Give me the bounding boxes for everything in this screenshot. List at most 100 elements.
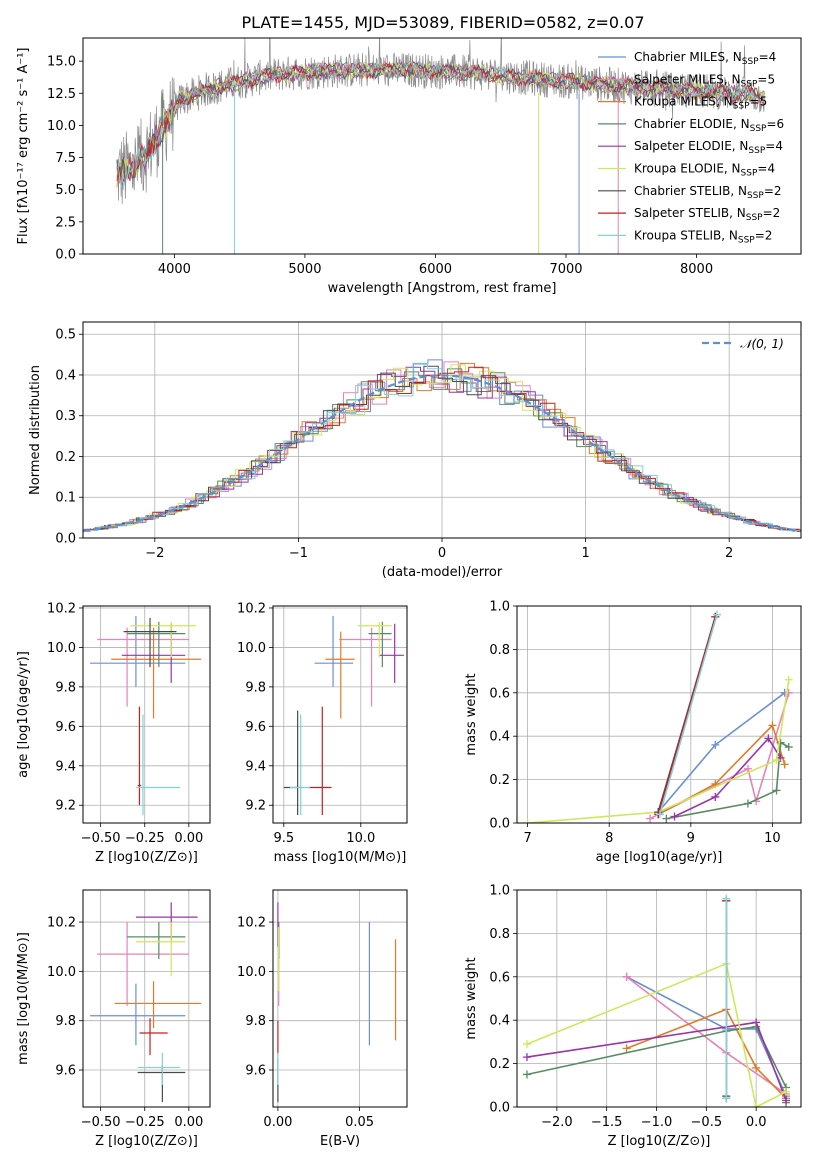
series-point [768,721,777,730]
legend-value: =2 [763,206,781,220]
spectrum-model-line [116,60,765,188]
x-axis-label: Z [log10(Z/Z⊙)] [95,850,198,865]
y-tick-label: 9.2 [55,799,76,814]
x-axis-label: mass [log10(M/M⊙)] [274,850,407,865]
series-point [782,1096,791,1105]
x-tick-label: 0.00 [174,831,203,846]
legend-value: =6 [766,117,784,131]
y-tick-label: 10.2 [47,601,76,616]
plot-area [83,359,801,533]
plot-area [522,894,791,1107]
series-point [670,812,679,821]
series-point [722,894,731,903]
axes-frame [516,889,802,1108]
y-tick-label: 0.0 [489,1101,510,1116]
series-point [743,764,752,773]
x-axis-label: age [log10(age/yr)] [596,850,723,865]
x-tick-label: 7 [523,831,531,846]
plot-area [277,902,397,1103]
y-tick-label: 10.0 [47,965,76,980]
panel-mass_vs_ebv: 0.00 0.05 9.6 9.8 10.0 10.2 E(B-V) [237,889,408,1149]
y-tick-label: 9.6 [245,720,266,735]
y-axis-label: age [log10(age/yr)] [16,651,31,778]
x-tick-label: 0 [438,546,446,561]
series-point [776,738,785,747]
series-line [659,614,718,815]
y-tick-label: 0.8 [489,927,510,942]
y-tick-label: 9.8 [55,1014,76,1029]
y-tick-label: 9.6 [55,720,76,735]
legend-entry: Kroupa ELODIE, NSSP=4 [634,162,775,179]
axes-frame [82,889,211,1108]
y-tick-label: 10.0 [47,641,76,656]
series-point [764,734,773,743]
x-axis-label: Z [log10(Z/Z⊙)] [608,1134,711,1149]
legend-entry: Chabrier MILES, NSSP=4 [634,50,776,67]
series-line [526,962,787,1107]
plot-area [283,615,404,816]
y-tick-label: 12.5 [47,87,76,102]
y-tick-label: 9.4 [55,759,76,774]
legend-value: =4 [759,50,777,64]
plot-area [116,38,765,254]
normal-curve [83,374,801,532]
series-point [752,1063,761,1072]
spectrum-model-line [116,60,765,188]
x-tick-label: 9 [687,831,695,846]
panel-age_vs_mass: 9.5 10.0 9.2 9.4 9.6 9.8 10.0 10.2 mass [log10(M… [237,601,408,865]
x-axis-label: (data-model)/error [382,565,503,580]
y-tick-label: 9.8 [55,680,76,695]
axes-frame [82,37,802,255]
x-tick-label: 0.00 [263,1115,292,1130]
x-tick-label: −0.25 [125,831,165,846]
legend-subscript: SSP [750,124,767,134]
series-line [657,616,717,815]
y-tick-label: 9.4 [245,759,266,774]
legend-subscript: SSP [748,146,765,156]
legend-value: =2 [764,184,782,198]
legend-entry: Salpeter STELIB, NSSP=2 [634,206,780,223]
legend-value: =4 [757,162,775,176]
legend-entry: 𝒩(0, 1) [740,337,784,351]
y-axis-label: Normed distribution [28,365,43,495]
y-tick-label: 0.0 [55,532,76,547]
legend-entry: Chabrier STELIB, NSSP=2 [634,184,782,201]
legend-subscript: SSP [733,102,750,112]
plot-area [523,610,793,823]
series-point [646,814,655,823]
series-point [522,1070,531,1079]
x-axis-label: Z [log10(Z/Z⊙)] [95,1134,198,1149]
series-point [711,792,720,801]
y-tick-label: 0.0 [55,248,76,263]
x-tick-label: 7000 [549,262,582,277]
y-tick-label: 10.0 [237,965,266,980]
series-point [523,819,532,823]
series-point [662,814,671,823]
legend-entry: Salpeter MILES, NSSP=5 [634,72,775,89]
y-tick-label: 9.8 [245,1014,266,1029]
y-axis-label: Flux [fλ10⁻¹⁷ erg cm⁻² s⁻¹ A⁻¹] [16,48,31,245]
y-tick-label: 0.3 [55,409,76,424]
y-tick-label: 1.0 [489,884,510,899]
series-point [522,1053,531,1062]
axes-frame [272,889,408,1108]
x-tick-label: 8 [605,831,613,846]
legend-subscript: SSP [747,191,764,201]
axes-frame [272,605,408,824]
y-axis-label: mass weight [464,957,479,1039]
series-point [772,786,781,795]
legend-entry: Salpeter ELODIE, NSSP=4 [634,139,783,156]
panel-mass_weight_vs_Z: −2.0 −1.5 −1.0 −0.5 0.0 0.0 0.2 0.4 0.6 0.8 1.0 Z [… [464,884,802,1149]
y-tick-label: 7.5 [55,151,76,166]
x-tick-label: −0.50 [81,831,121,846]
series-point [655,810,664,819]
y-tick-label: 0.8 [489,643,510,658]
x-tick-label: −1.0 [641,1115,673,1130]
y-tick-label: 1.0 [489,600,510,615]
series-line [674,737,782,818]
y-tick-label: 0.4 [55,368,76,383]
y-tick-label: 5.0 [55,183,76,198]
x-tick-label: −2.0 [541,1115,573,1130]
y-tick-label: 9.2 [245,799,266,814]
series-point [752,1103,761,1107]
